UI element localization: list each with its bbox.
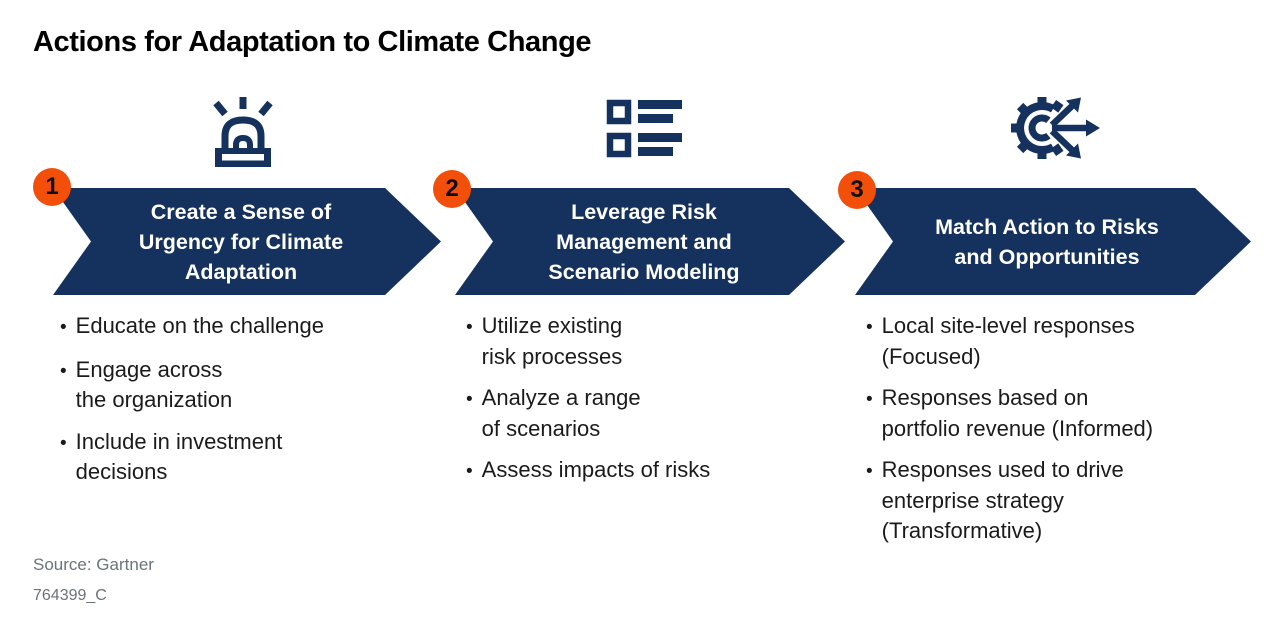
bullet-item: Include in investment decisions <box>60 427 430 488</box>
checklist-icon <box>606 99 682 158</box>
step-number-badge-3: 3 <box>838 171 876 209</box>
bullet-item: Responses based on portfolio revenue (In… <box>866 383 1266 444</box>
bullet-text: Assess impacts of risks <box>481 457 711 482</box>
bullet-text: Educate on the challenge <box>75 313 324 338</box>
page-title: Actions for Adaptation to Climate Change <box>33 26 592 58</box>
bullet-text: Local site-level responses (Focused) <box>881 313 1135 369</box>
step-heading-1: Create a Sense of Urgency for Climate Ad… <box>138 199 344 284</box>
bullet-text: Analyze a range of scenarios <box>481 385 641 441</box>
bullet-item: Responses used to drive enterprise strat… <box>866 455 1266 547</box>
bullet-list-1: Educate on the challenge Engage across t… <box>60 311 430 499</box>
step-heading-3: Match Action to Risks and Opportunities <box>935 214 1159 269</box>
bullet-item: Utilize existing risk processes <box>466 311 836 372</box>
bullet-dot <box>60 311 67 344</box>
bullet-dot <box>60 355 67 416</box>
bullet-text: Include in investment decisions <box>75 428 283 485</box>
document-id: 764399_C <box>33 587 107 604</box>
bullet-dot <box>466 383 473 444</box>
bullet-text: Engage across the organization <box>75 356 233 413</box>
bullet-dot <box>866 455 873 547</box>
bullet-item: Analyze a range of scenarios <box>466 383 836 444</box>
step-arrow-2: Leverage Risk Management and Scenario Mo… <box>455 188 845 295</box>
bullet-text: Utilize existing risk processes <box>481 313 623 369</box>
step-number-badge-2: 2 <box>433 170 471 208</box>
bullet-item: Assess impacts of risks <box>466 455 836 488</box>
bullet-list-3: Local site-level responses (Focused) Res… <box>866 311 1266 558</box>
bullet-dot <box>466 455 473 488</box>
step-arrow-1: Create a Sense of Urgency for Climate Ad… <box>53 188 441 295</box>
bullet-text: Responses based on portfolio revenue (In… <box>881 385 1154 441</box>
step-arrow-3: Match Action to Risks and Opportunities <box>855 188 1251 295</box>
source-label: Source: Gartner <box>33 555 154 574</box>
gear-arrows-icon <box>1011 97 1100 159</box>
bullet-text: Responses used to drive enterprise strat… <box>881 457 1124 543</box>
bullet-dot <box>866 311 873 372</box>
bullet-dot <box>866 383 873 444</box>
siren-icon <box>213 97 273 167</box>
bullet-dot <box>466 311 473 372</box>
bullet-item: Engage across the organization <box>60 355 430 416</box>
bullet-item: Local site-level responses (Focused) <box>866 311 1266 372</box>
bullet-dot <box>60 427 67 488</box>
bullet-list-2: Utilize existing risk processes Analyze … <box>466 311 836 499</box>
step-number-badge-1: 1 <box>33 168 71 206</box>
step-heading-2: Leverage Risk Management and Scenario Mo… <box>548 199 740 284</box>
bullet-item: Educate on the challenge <box>60 311 430 344</box>
